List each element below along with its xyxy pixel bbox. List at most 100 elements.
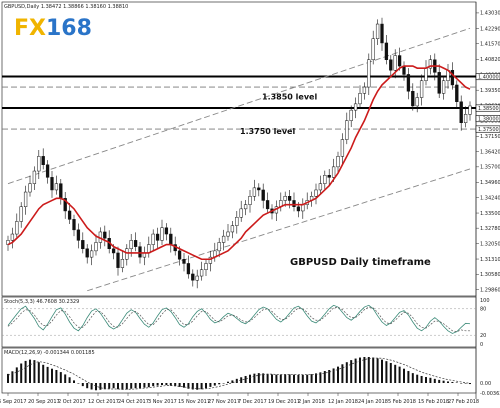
y-tick-label: 1.43030: [480, 11, 500, 17]
macd-histogram-bar: [90, 383, 93, 390]
y-tick-label: 1.36420: [480, 150, 500, 156]
macd-histogram-bar: [389, 362, 392, 383]
macd-histogram-bar: [139, 383, 141, 389]
macd-histogram-bar: [161, 383, 163, 386]
main-header: GBPUSD,Daily 1.38472 1.38866 1.38160 1.3…: [4, 4, 128, 10]
candle-body: [164, 227, 169, 235]
candle-body: [243, 204, 248, 210]
macd-histogram-bar: [55, 370, 58, 383]
x-tick-label: 6 Sep 2017: [0, 399, 27, 405]
stoch-tick-label: 20: [480, 333, 486, 339]
candle-body: [138, 246, 142, 258]
macd-histogram-bar: [156, 383, 159, 386]
candle-body: [257, 187, 261, 191]
stoch-d-line: [7, 306, 470, 333]
y-tick-label: 1.33500: [480, 211, 500, 217]
candle-body: [45, 164, 50, 178]
candle-body: [463, 114, 468, 123]
level-1-3850-label: 1.3850 level: [262, 93, 317, 102]
candle-body: [318, 183, 323, 191]
macd-histogram-bar: [345, 362, 348, 383]
y-tick-label: 1.41570: [480, 41, 500, 47]
macd-histogram-bar: [284, 374, 287, 383]
candle-body: [345, 120, 349, 140]
macd-histogram-bar: [130, 383, 133, 389]
macd-histogram-bar: [121, 383, 124, 390]
candle-body: [103, 231, 107, 239]
y-tick-label: 1.32050: [480, 241, 500, 247]
macd-histogram-bar: [249, 374, 251, 383]
candle-body: [41, 156, 45, 166]
macd-histogram-bar: [103, 383, 106, 390]
x-tick-label: 27 Feb 2018: [448, 399, 479, 405]
macd-histogram-bar: [323, 371, 326, 383]
macd-histogram-bar: [11, 371, 14, 383]
macd-histogram-bar: [178, 383, 181, 387]
macd-histogram-bar: [425, 377, 427, 383]
macd-histogram-bar: [209, 383, 212, 387]
macd-histogram-bar: [222, 383, 225, 384]
candle-body: [120, 259, 125, 268]
macd-header: MACD(12,26,9) -0.001344 0.001185: [4, 350, 95, 356]
macd-histogram-bar: [464, 383, 467, 384]
macd-histogram-bar: [227, 381, 229, 383]
candle-body: [389, 59, 393, 71]
macd-histogram-bar: [433, 378, 436, 383]
candle-body: [94, 242, 98, 252]
main-panel-frame: [1, 1, 477, 297]
candle-body: [116, 252, 120, 268]
timeframe-label: GBPUSD Daily timeframe: [290, 257, 431, 268]
candle-body: [217, 242, 221, 252]
macd-histogram-bar: [455, 382, 458, 383]
candle-body: [468, 105, 472, 115]
macd-histogram-bar: [165, 383, 168, 386]
macd-histogram-bar: [469, 383, 471, 385]
candle-body: [28, 183, 32, 193]
macd-histogram-bar: [46, 366, 49, 383]
y-tick-label: 1.34960: [480, 180, 500, 186]
macd-histogram-bar: [381, 359, 383, 383]
macd-histogram-bar: [275, 374, 278, 383]
macd-histogram-bar: [235, 378, 238, 383]
y-tick-label: 1.42290: [480, 26, 500, 32]
candle-body: [450, 70, 455, 86]
macd-histogram-bar: [68, 377, 71, 383]
macd-histogram-bar: [143, 383, 146, 388]
candle-body: [455, 84, 459, 102]
candle-body: [204, 263, 208, 271]
candle-body: [160, 227, 164, 241]
candle-body: [340, 139, 345, 157]
candle-body: [428, 59, 433, 69]
logo: FX168: [14, 16, 92, 41]
x-tick-label: 2 Jan 2018: [298, 399, 325, 405]
macd-histogram-bar: [359, 357, 361, 383]
candle-body: [371, 38, 375, 60]
macd-histogram-bar: [174, 383, 177, 387]
macd-histogram-bar: [24, 360, 27, 383]
candle-body: [19, 206, 23, 222]
y-tick-label: 1.32780: [480, 226, 500, 232]
candle-body: [415, 97, 419, 107]
price-tag-label: 1.37500: [478, 127, 499, 133]
candle-body: [384, 42, 389, 60]
candle-body: [67, 210, 72, 220]
macd-histogram-bar: [416, 374, 419, 383]
macd-histogram-bar: [244, 375, 247, 383]
macd-histogram-bar: [64, 374, 67, 383]
macd-histogram-bar: [310, 374, 313, 383]
macd-histogram-bar: [306, 374, 309, 383]
candle-body: [182, 259, 186, 264]
macd-histogram-bar: [231, 380, 234, 383]
candle-body: [323, 175, 327, 184]
candle-body: [23, 191, 28, 208]
macd-histogram-bar: [205, 383, 207, 389]
x-tick-label: 24 Oct 2017: [118, 399, 149, 405]
x-tick-label: 20 Sep 2017: [28, 399, 60, 405]
candle-body: [358, 93, 362, 105]
candle-body: [72, 219, 76, 231]
x-tick-label: 15 Feb 2018: [418, 399, 449, 405]
candle-body: [10, 233, 15, 241]
macd-histogram-bar: [213, 383, 216, 386]
macd-histogram-bar: [372, 357, 375, 383]
macd-histogram-bar: [367, 357, 370, 383]
